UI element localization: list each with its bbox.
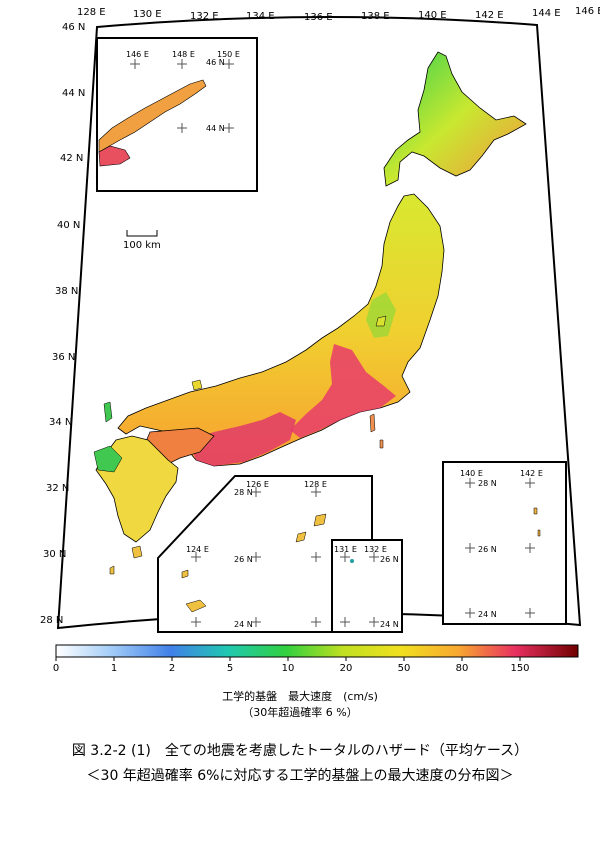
kuril-islands [98, 79, 207, 153]
lat-label: 38 N [55, 286, 78, 297]
izu-islands [369, 413, 384, 449]
inset-lat-label: 24 N [380, 620, 399, 629]
lat-label: 28 N [40, 615, 63, 626]
inset-lon-label: 150 E [217, 50, 240, 59]
colorbar-tick: 2 [168, 663, 176, 674]
inset-lon-label: 140 E [460, 469, 483, 478]
colorbar-tick: 10 [281, 663, 295, 674]
lat-label: 44 N [62, 88, 85, 99]
hokkaido-east-inset [98, 145, 131, 167]
colorbar-tick: 5 [226, 663, 234, 674]
lat-label: 32 N [46, 483, 69, 494]
inset-lat-label: 46 N [206, 58, 225, 67]
lon-label: 142 E [475, 10, 504, 21]
tsushima-island [103, 401, 113, 423]
colorbar-tick: 0 [52, 663, 60, 674]
lat-label: 46 N [62, 22, 85, 33]
lat-label: 36 N [52, 352, 75, 363]
lon-label: 132 E [190, 11, 219, 22]
ogasawara-islands [533, 507, 541, 537]
lon-label: 140 E [418, 10, 447, 21]
inset-lat-label: 44 N [206, 124, 225, 133]
inset-lon-label: 131 E [334, 545, 357, 554]
inset-lon-label: 124 E [186, 545, 209, 554]
colorbar-tick: 80 [455, 663, 469, 674]
inset-northern-territories [96, 37, 258, 192]
inset-lon-label: 128 E [304, 480, 327, 489]
inset-lat-label: 24 N [478, 610, 497, 619]
inset-lat-label: 28 N [234, 488, 253, 497]
lon-label: 146 E [575, 6, 600, 17]
lat-label: 34 N [49, 417, 72, 428]
daito-island [350, 559, 354, 563]
inset-lat-label: 28 N [478, 479, 497, 488]
lon-label: 130 E [133, 9, 162, 20]
kyushu-west-green [93, 445, 123, 473]
inset-lon-label: 148 E [172, 50, 195, 59]
lon-label: 138 E [361, 11, 390, 22]
inset-lon-label: 146 E [126, 50, 149, 59]
colorbar [55, 644, 579, 658]
inset-lat-label: 24 N [234, 620, 253, 629]
colorbar-title: 工学的基盤 最大速度 (cm/s) [222, 690, 378, 703]
inset-lon-label: 132 E [364, 545, 387, 554]
colorbar-tick: 150 [510, 663, 530, 674]
inset-lon-label: 126 E [246, 480, 269, 489]
lat-label: 30 N [43, 549, 66, 560]
inset-lat-label: 26 N [380, 555, 399, 564]
ryukyu-islands [181, 513, 327, 613]
kii-shikoku-high-zone [188, 412, 296, 466]
inset-ogasawara [442, 461, 567, 625]
lat-label: 42 N [60, 153, 83, 164]
colorbar-tick: 50 [397, 663, 411, 674]
lat-label: 40 N [57, 220, 80, 231]
figure-caption-title: 図 3.2-2 (1) 全ての地震を考慮したトータルのハザード（平均ケース） [71, 743, 529, 759]
colorbar-tick: 20 [339, 663, 353, 674]
lon-label: 144 E [532, 8, 561, 19]
scale-bar-label: 100 km [123, 240, 161, 251]
inset-lon-label: 142 E [520, 469, 543, 478]
oki-islands [191, 379, 203, 391]
tokai-high-zone [290, 344, 396, 438]
tohoku-green-zone [366, 292, 396, 338]
inset-lat-label: 26 N [234, 555, 253, 564]
hokkaido [383, 51, 527, 187]
sado-island [375, 315, 387, 327]
lon-label: 136 E [304, 12, 333, 23]
colorbar-subtitle: （30年超過確率 6 %） [242, 706, 358, 719]
lon-label: 128 E [77, 7, 106, 18]
lon-label: 134 E [246, 11, 275, 22]
colorbar-tick: 1 [110, 663, 118, 674]
figure-caption-subtitle: ＜30 年超過確率 6%に対応する工学的基盤上の最大速度の分布図＞ [86, 768, 514, 784]
scale-bar [126, 230, 158, 237]
inset-daito [331, 539, 403, 633]
inset-lat-label: 26 N [478, 545, 497, 554]
